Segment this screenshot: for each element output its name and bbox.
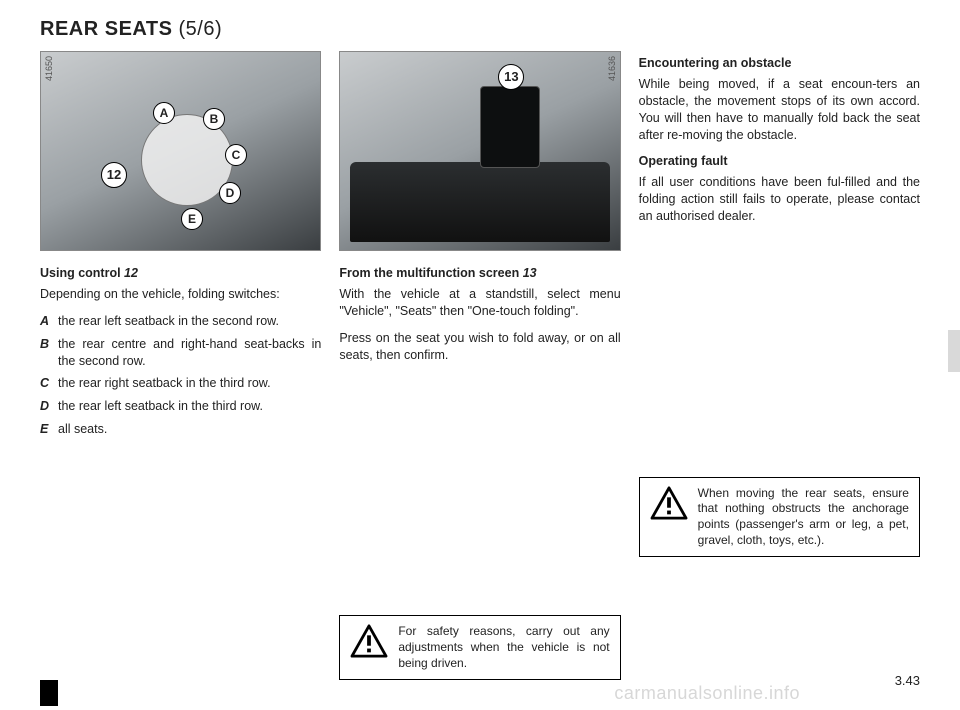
spacer [339, 373, 620, 603]
warning-text: For safety reasons, carry out any adjust… [398, 624, 609, 671]
image-code-right: 41636 [606, 56, 618, 81]
column-3: Encountering an obstacle While being mov… [639, 51, 920, 680]
warning-icon [650, 486, 688, 520]
col1-heading-text: Using control [40, 266, 124, 280]
list-item: D the rear left seatback in the third ro… [40, 398, 321, 415]
image-code-left: 41650 [43, 56, 55, 81]
multifunction-screen-shape [480, 86, 540, 168]
title-main: REAR SEATS [40, 18, 178, 40]
list-text: all seats. [58, 421, 107, 438]
callout-e: E [181, 208, 203, 230]
page-number: 3.43 [895, 673, 920, 688]
list-item: E all seats. [40, 421, 321, 438]
col2-p2: Press on the seat you wish to fold away,… [339, 330, 620, 364]
list-label: E [40, 421, 58, 438]
col3-h2: Operating fault [639, 153, 920, 170]
warning-box-obstruction: When moving the rear seats, ensure that … [639, 477, 920, 557]
side-tab [948, 330, 960, 372]
dashboard-shape [350, 162, 610, 242]
callout-b: B [203, 108, 225, 130]
col1-heading-num: 12 [124, 266, 138, 280]
title-count: (5/6) [178, 18, 222, 40]
col3-p1: While being moved, if a seat encoun-ters… [639, 76, 920, 144]
warning-text: When moving the rear seats, ensure that … [698, 486, 909, 548]
figure-trunk-controls: 41650 12 A B C D E [40, 51, 321, 251]
callout-a: A [153, 102, 175, 124]
list-text: the rear left seatback in the third row. [58, 398, 263, 415]
watermark: carmanualsonline.info [614, 683, 800, 704]
col3-h1: Encountering an obstacle [639, 55, 920, 72]
warning-icon [350, 624, 388, 658]
spacer [639, 235, 920, 465]
list-label: C [40, 375, 58, 392]
list-text: the rear right seatback in the third row… [58, 375, 271, 392]
list-text: the rear centre and right-hand seat-back… [58, 336, 321, 370]
warning-box-safety: For safety reasons, carry out any adjust… [339, 615, 620, 680]
figure-dashboard: 41636 13 [339, 51, 620, 251]
list-text: the rear left seatback in the second row… [58, 313, 279, 330]
col1-p1: Depending on the vehicle, folding switch… [40, 286, 321, 303]
column-2: 41636 13 From the multifunction screen 1… [339, 51, 620, 680]
callout-d: D [219, 182, 241, 204]
list-label: A [40, 313, 58, 330]
list-item: B the rear centre and right-hand seat-ba… [40, 336, 321, 370]
list-label: D [40, 398, 58, 415]
col1-heading: Using control 12 [40, 265, 321, 282]
callout-12: 12 [101, 162, 127, 188]
list-item: C the rear right seatback in the third r… [40, 375, 321, 392]
page-title: REAR SEATS (5/6) [40, 18, 920, 41]
col2-heading-text: From the multifunction screen [339, 266, 522, 280]
col2-heading-num: 13 [523, 266, 537, 280]
bottom-tab [40, 680, 58, 706]
list-label: B [40, 336, 58, 370]
col2-heading: From the multifunction screen 13 [339, 265, 620, 282]
callout-c: C [225, 144, 247, 166]
col2-p1: With the vehicle at a standstill, select… [339, 286, 620, 320]
list-item: A the rear left seatback in the second r… [40, 313, 321, 330]
column-1: 41650 12 A B C D E Using control 12 Depe… [40, 51, 321, 680]
col3-p2: If all user conditions have been ful-fil… [639, 174, 920, 225]
